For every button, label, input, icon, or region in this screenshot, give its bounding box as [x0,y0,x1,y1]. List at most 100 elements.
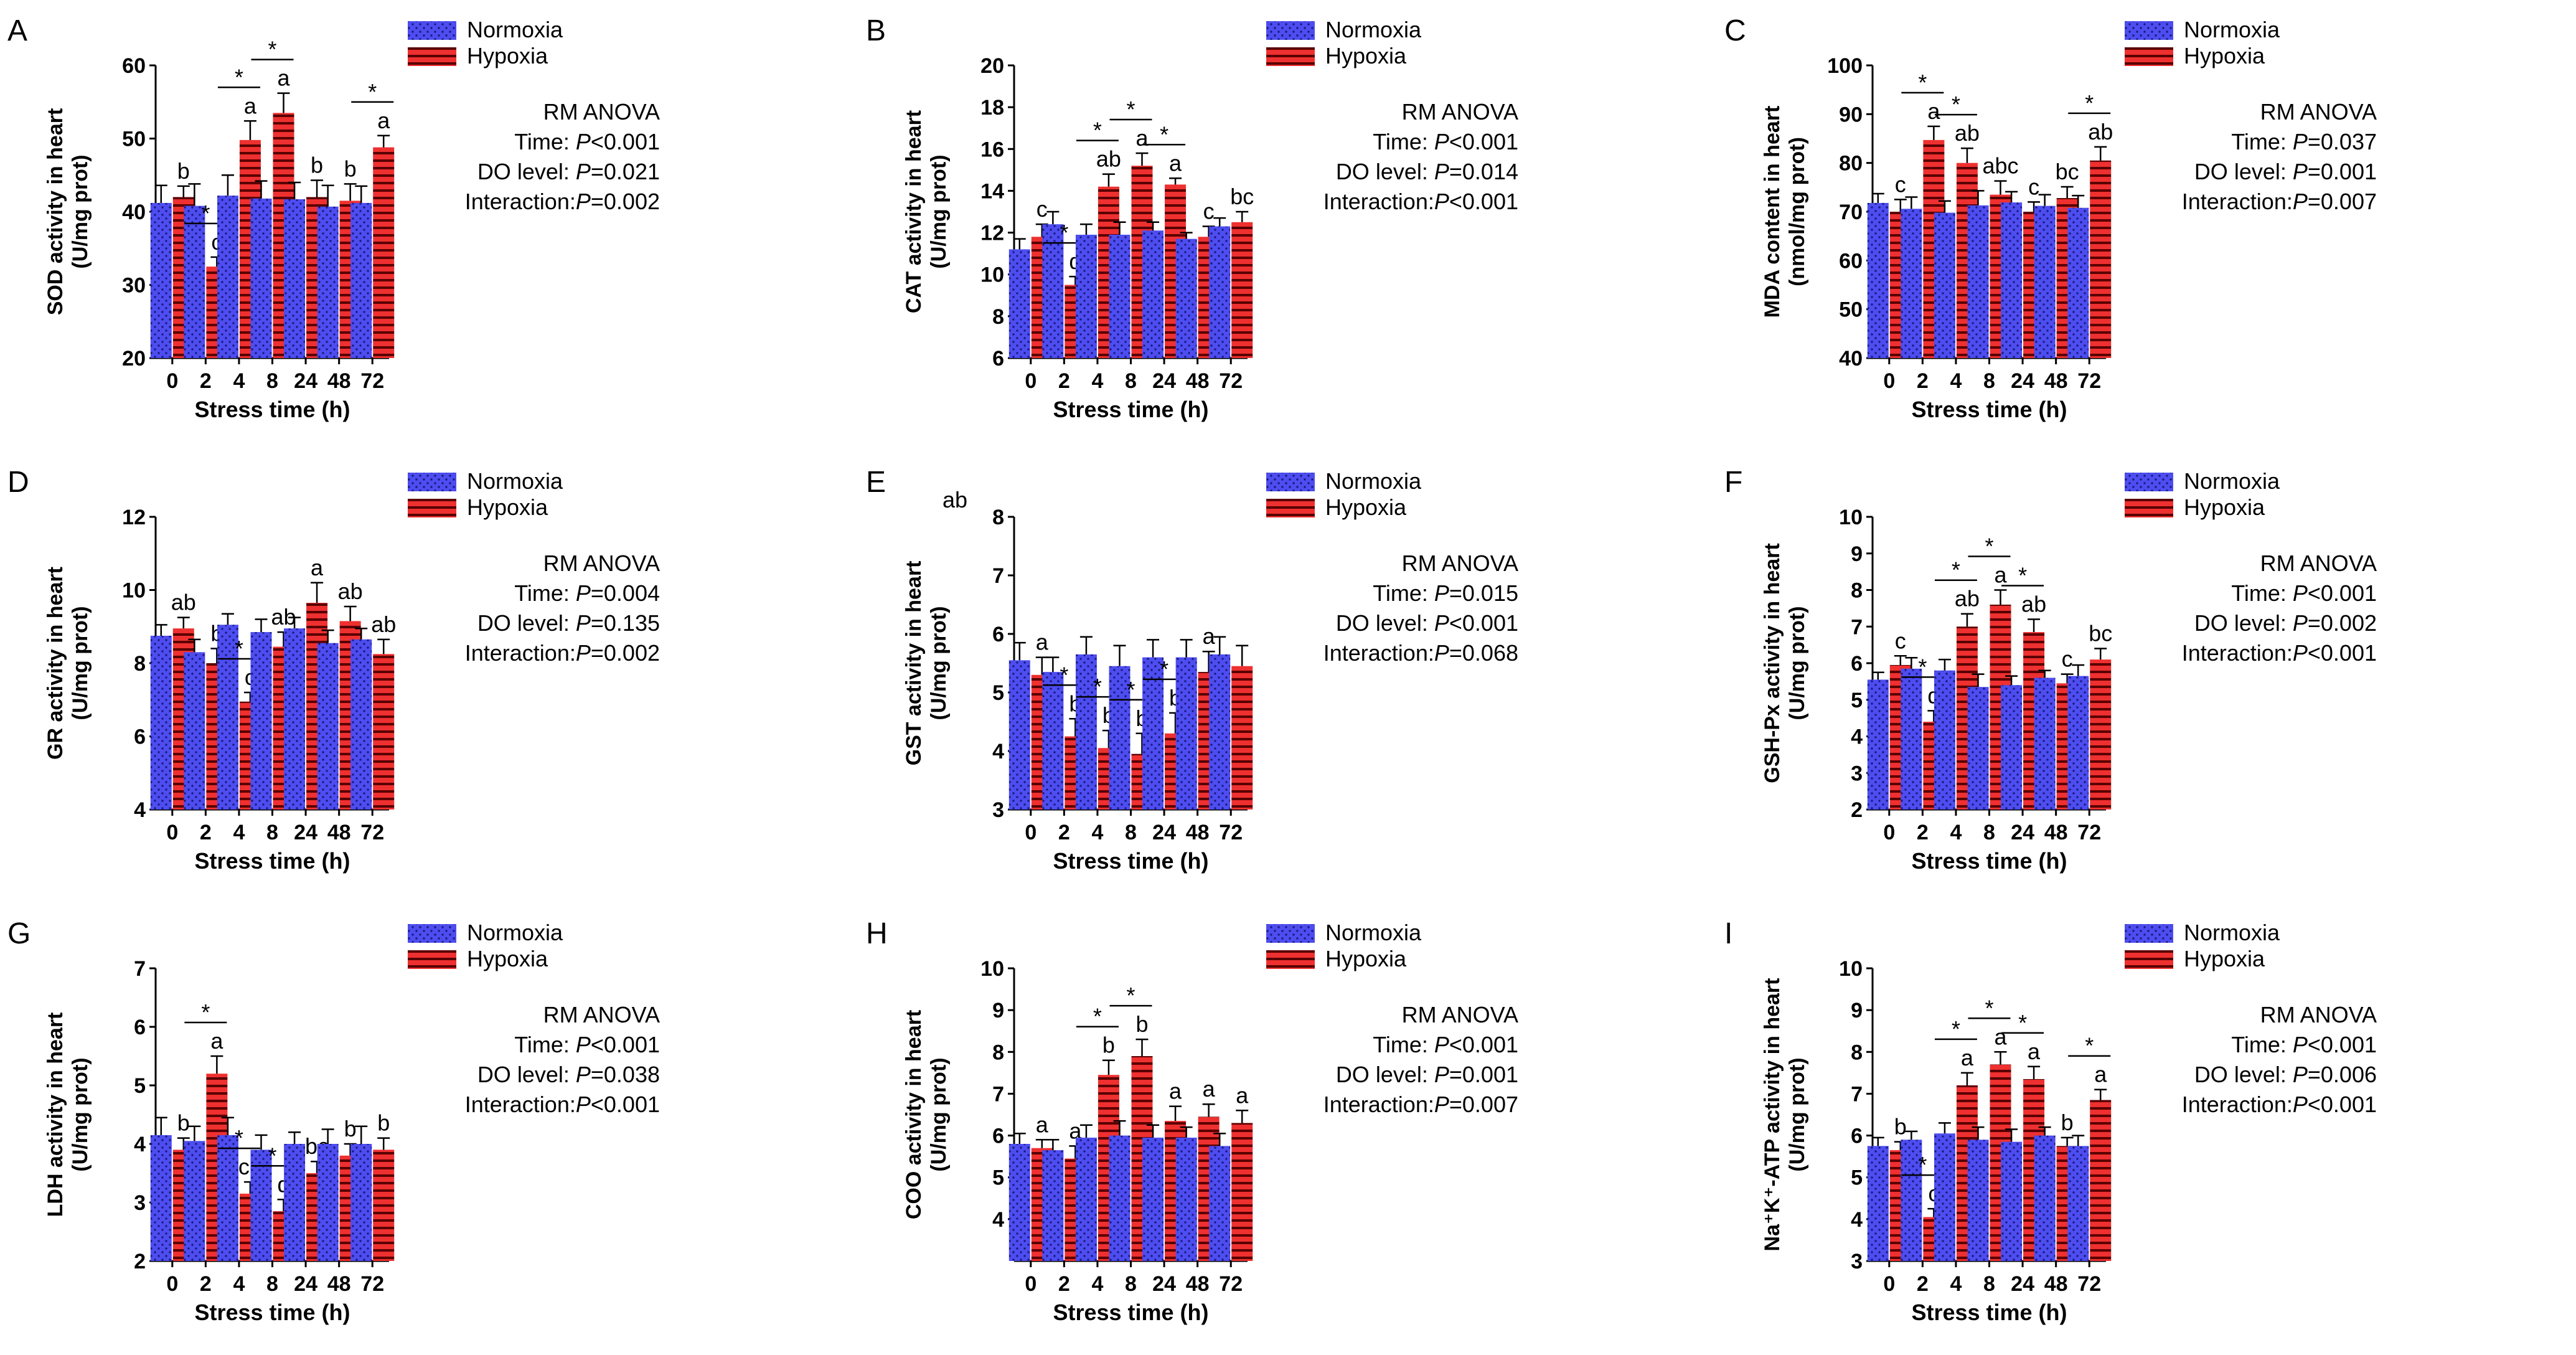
y-tick-label: 6 [992,623,1004,646]
anova-row: Time: P=0.037 [2231,129,2377,154]
anova-p-symbol: P [2293,580,2308,606]
y-tick-label: 5 [992,1166,1004,1190]
anova-row-label: DO level: [1336,1062,1434,1087]
anova-row-label: DO level: [477,159,576,184]
significance-letter: b [377,1110,390,1136]
legend-swatch-normoxia [2125,924,2173,943]
y-tick-label: 7 [1851,615,1863,639]
anova-row: Interaction:P<0.001 [465,1092,660,1117]
x-tick-label: 72 [360,369,384,393]
x-tick-label: 0 [1025,1272,1037,1296]
anova-p-value: <0.001 [2308,1092,2377,1117]
y-tick-label: 6 [134,1016,146,1039]
x-tick-label: 4 [1950,821,1962,844]
x-tick-label: 72 [1219,1272,1243,1296]
panel-a: A 20 30 40 50 60 SOD activity in heart (U/mg pr… [0,0,858,451]
anova-row-label: DO level: [477,610,576,636]
x-tick-label: 2 [1917,369,1929,393]
anova-row: Interaction:P<0.001 [2182,1092,2377,1117]
y-tick-label: 3 [134,1191,146,1215]
significance-letter: b [344,1116,357,1141]
anova-row: Time: P<0.001 [514,129,660,154]
legend-swatch-normoxia [408,21,456,40]
y-tick-label: 5 [992,681,1004,705]
bar-normoxia [1901,668,1922,810]
panel-label: A [7,14,27,47]
anova-row-label: DO level: [2194,610,2293,636]
y-tick-label: 8 [1851,1041,1863,1064]
significance-letter: a [2028,1039,2041,1064]
y-tick-label: 3 [1851,762,1863,785]
bar-normoxia [2067,207,2089,358]
bar-normoxia [317,643,339,810]
anova-title: RM ANOVA [2260,99,2377,125]
anova-p-symbol: P [576,610,591,636]
significance-star: * [2085,90,2094,116]
significance-letter: c [1203,199,1215,224]
significance-letter: a [2094,1062,2107,1087]
anova-p-symbol: P [1434,129,1449,154]
y-tick-label: 18 [980,96,1004,120]
panel-c: C 40 50 60 70 80 90 100 MDA content in heart (nmo… [1717,0,2575,451]
y-tick-label: 10 [122,579,146,603]
bar-hypoxia [2090,1100,2112,1261]
anova-row: DO level: P=0.014 [1336,159,1518,184]
significance-letter: b [2061,1110,2074,1135]
y-tick-label: 4 [134,1133,146,1156]
y-tick-label: 10 [1839,957,1863,981]
panel-label: E [866,466,886,499]
anova-p-symbol: P [1434,610,1449,636]
anova-p-value: =0.002 [2308,610,2377,636]
legend-swatch-hypoxia [1266,950,1315,969]
bar-hypoxia [1231,666,1253,810]
anova-row-label: Time: [514,1032,576,1057]
chart-svg: H 4 5 6 7 8 9 10 COO activity in heart (U/mg prot… [866,917,1518,1325]
anova-p-value: =0.038 [591,1062,660,1087]
bar-normoxia [1008,660,1030,810]
anova-row: Time: P<0.001 [1373,1032,1518,1057]
significance-letter: bc [2089,621,2112,646]
y-tick-label: 6 [992,1125,1004,1148]
anova-title: RM ANOVA [2260,550,2377,576]
anova-row: DO level: P=0.006 [2194,1062,2377,1087]
anova-row: Interaction:P=0.002 [465,640,660,666]
x-tick-label: 48 [1186,821,1210,844]
x-tick-label: 8 [266,1272,278,1296]
anova-row-label: Interaction: [465,1092,576,1117]
bar-normoxia [150,1135,172,1261]
legend-label: Normoxia [467,468,563,494]
significance-letter: a [1169,1079,1182,1104]
anova-p-value: =0.135 [591,610,660,636]
x-tick-label: 2 [1058,369,1070,393]
y-tick-label: 5 [1851,1166,1863,1190]
bar-hypoxia [1231,222,1253,358]
anova-p-value: =0.001 [1449,1062,1518,1087]
anova-p-value: <0.001 [2308,580,2377,606]
anova-title: RM ANOVA [543,99,660,125]
anova-row: DO level: P=0.038 [477,1062,660,1087]
anova-p-symbol: P [1434,640,1449,666]
x-axis-label: Stress time (h) [194,1300,350,1325]
anova-row: Time: P=0.015 [1373,580,1518,606]
significance-letter: a [1203,623,1216,649]
y-tick-label: 5 [134,1074,146,1098]
x-tick-label: 48 [1186,1272,1210,1296]
x-tick-label: 8 [1125,369,1137,393]
x-tick-label: 0 [166,369,178,393]
significance-letter: b [1894,1114,1907,1140]
significance-letter: b [344,156,357,181]
y-tick-label: 9 [1851,999,1863,1022]
significance-letter: ab [171,590,196,615]
panel-label: F [1724,466,1742,499]
significance-star: * [1126,97,1135,122]
x-tick-label: 72 [360,821,384,844]
y-axis-label-line2: (nmol/mg prot) [1785,137,1809,286]
significance-star: * [1126,983,1135,1008]
anova-row-label: Interaction: [2182,640,2293,666]
anova-title: RM ANOVA [543,550,660,576]
x-tick-label: 24 [294,369,317,393]
significance-letter: a [1994,562,2007,588]
panel-label: H [866,917,888,950]
bar-normoxia [2067,676,2089,810]
anova-row-label: Time: [1373,1032,1434,1057]
